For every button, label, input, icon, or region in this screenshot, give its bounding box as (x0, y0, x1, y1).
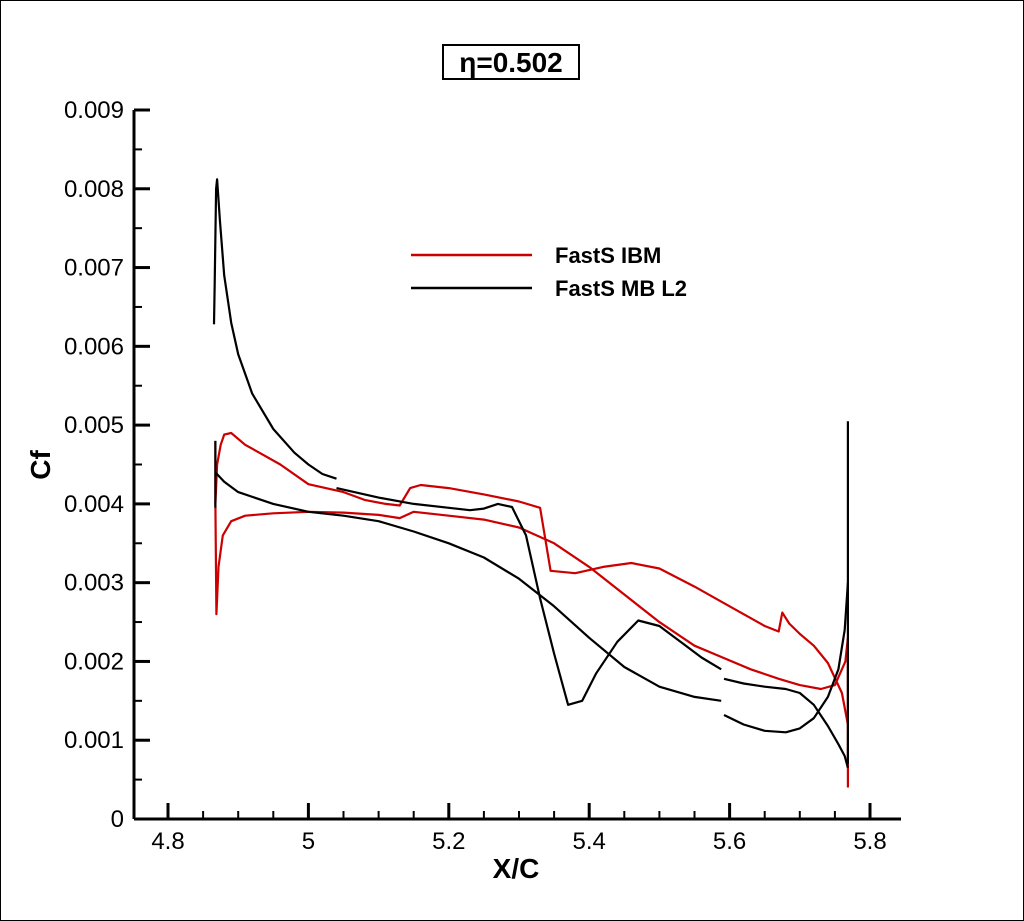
legend: FastS IBM FastS MB L2 (411, 243, 687, 301)
y-tick-label: 0.007 (64, 255, 124, 282)
y-tick-label: 0 (111, 806, 124, 833)
chart-title: η=0.502 (459, 47, 563, 78)
y-tick-label: 0.009 (64, 97, 124, 124)
title-group: η=0.502 (442, 44, 580, 80)
x-tick-label: 5.6 (713, 828, 746, 855)
series-line (723, 677, 849, 769)
x-tick-labels: 4.8 5 5.2 5.4 5.6 5.8 (151, 828, 886, 855)
legend-label: FastS MB L2 (555, 276, 687, 301)
x-tick-label: 5.8 (853, 828, 886, 855)
title-box (442, 44, 580, 80)
y-tick-label: 0.006 (64, 333, 124, 360)
y-tick-label: 0.002 (64, 648, 124, 675)
series-fasts-ibm (214, 431, 849, 788)
x-tick-label: 4.8 (151, 828, 184, 855)
x-tick-label: 5.2 (432, 828, 465, 855)
series-line (723, 582, 849, 734)
legend-label: FastS IBM (555, 243, 661, 268)
y-tick-label: 0.004 (64, 491, 124, 518)
y-tick-label: 0.005 (64, 412, 124, 439)
x-tick-label: 5 (302, 828, 315, 855)
y-tick-label: 0.003 (64, 570, 124, 597)
series-line (214, 431, 849, 725)
series-line (214, 503, 849, 691)
y-axis-title: Cf (25, 450, 56, 480)
series-fasts-mb-l2 (212, 178, 849, 769)
series-line (336, 487, 722, 706)
x-tick-label: 5.4 (573, 828, 606, 855)
x-axis-title: X/C (493, 853, 540, 884)
series-line (214, 471, 722, 702)
axes (132, 108, 901, 821)
y-tick-labels: 0 0.001 0.002 0.003 0.004 0.005 0.006 0.007 0.00… (64, 97, 124, 833)
series-layer (212, 178, 849, 788)
y-tick-label: 0.001 (64, 727, 124, 754)
series-line (212, 178, 337, 480)
y-tick-label: 0.008 (64, 176, 124, 203)
